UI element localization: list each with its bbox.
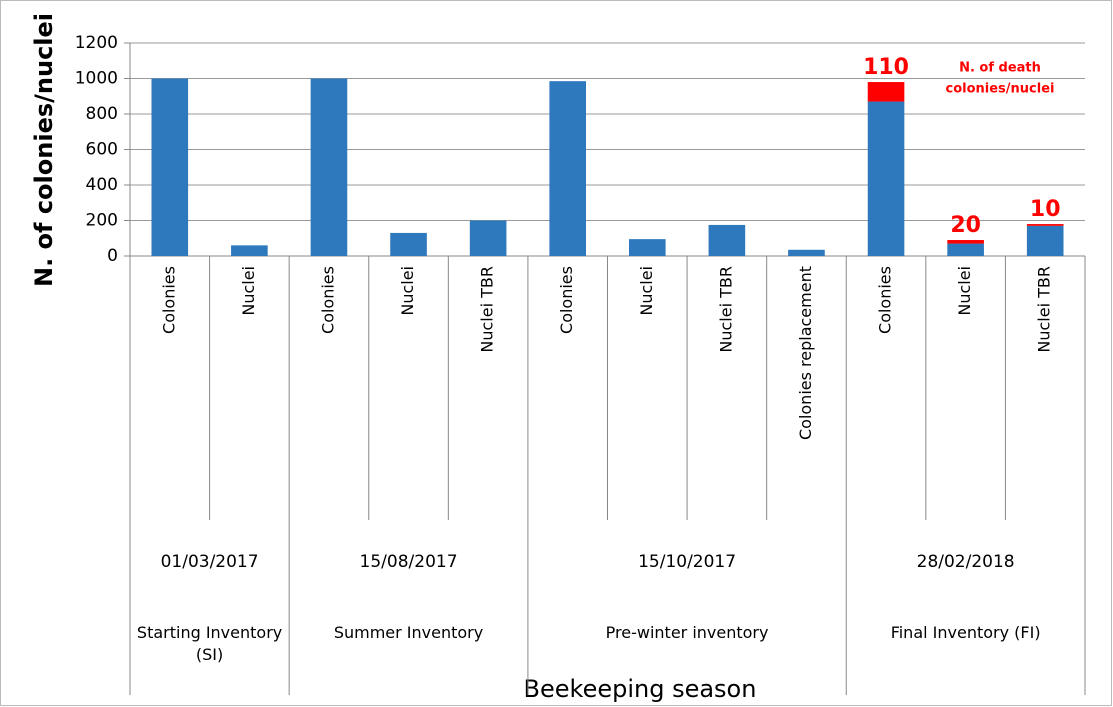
bar-segment: [151, 78, 189, 256]
bar-segment: [549, 81, 587, 256]
group-label: Starting Inventory (SI): [136, 623, 283, 664]
annotation: N. of death: [959, 61, 1041, 76]
data-label: 20: [950, 213, 981, 238]
x-tick-label: Nuclei: [955, 266, 974, 316]
bar-segment: [708, 224, 746, 256]
x-tick-label: Colonies replacement: [796, 266, 815, 440]
bar-segment: [947, 243, 984, 256]
group-label-box: Starting Inventory (SI): [136, 623, 283, 664]
bar-segment: [788, 249, 825, 256]
y-tick-label: 200: [86, 211, 118, 231]
x-tick-label: Nuclei: [239, 266, 258, 316]
group-date: 15/10/2017: [638, 552, 736, 572]
x-tick-label: Colonies: [318, 266, 337, 334]
x-tick-label: Nuclei TBR: [478, 266, 497, 353]
x-tick-label: Colonies: [159, 266, 178, 334]
x-axis-title: Beekeeping season: [524, 675, 757, 703]
bar-segment: [1026, 224, 1064, 226]
y-tick-label: 400: [86, 175, 118, 195]
group-label: Summer Inventory: [333, 623, 484, 642]
group-date: 28/02/2018: [917, 552, 1015, 572]
group-label: Pre-winter inventory: [605, 623, 769, 642]
y-tick-label: 0: [107, 246, 118, 266]
bar-segment: [1026, 225, 1064, 256]
group-date: 01/03/2017: [161, 552, 259, 572]
x-tick-label: Colonies: [876, 266, 895, 334]
x-tick-label: Colonies: [557, 266, 576, 334]
y-tick-label: 1200: [75, 33, 118, 53]
bar-segment: [628, 239, 666, 256]
y-tick-label: 600: [86, 140, 118, 160]
group-label-box: Pre-winter inventory: [605, 623, 769, 642]
group-date: 15/08/2017: [360, 552, 458, 572]
bar-segment: [947, 240, 984, 244]
bar-segment: [867, 82, 905, 102]
group-label-box: Summer Inventory: [333, 623, 484, 642]
bar-segment: [390, 232, 427, 256]
annotation: colonies/nuclei: [946, 82, 1055, 97]
group-label: Final Inventory (FI): [890, 623, 1041, 642]
y-tick-label: 800: [86, 104, 118, 124]
x-tick-label: Nuclei: [637, 266, 656, 316]
data-label: 110: [863, 55, 909, 80]
x-tick-label: Nuclei TBR: [1035, 266, 1054, 353]
data-label: 10: [1030, 197, 1061, 222]
y-axis-title: N. of colonies/nuclei: [30, 13, 58, 287]
bar-segment: [231, 245, 268, 256]
x-tick-label: Nuclei TBR: [716, 266, 735, 353]
group-label-box: Final Inventory (FI): [890, 623, 1041, 642]
x-tick-label: Nuclei: [398, 266, 417, 316]
y-tick-label: 1000: [75, 69, 118, 89]
bar-segment: [867, 101, 905, 256]
bar-segment: [310, 78, 348, 256]
bar-segment: [469, 220, 507, 256]
